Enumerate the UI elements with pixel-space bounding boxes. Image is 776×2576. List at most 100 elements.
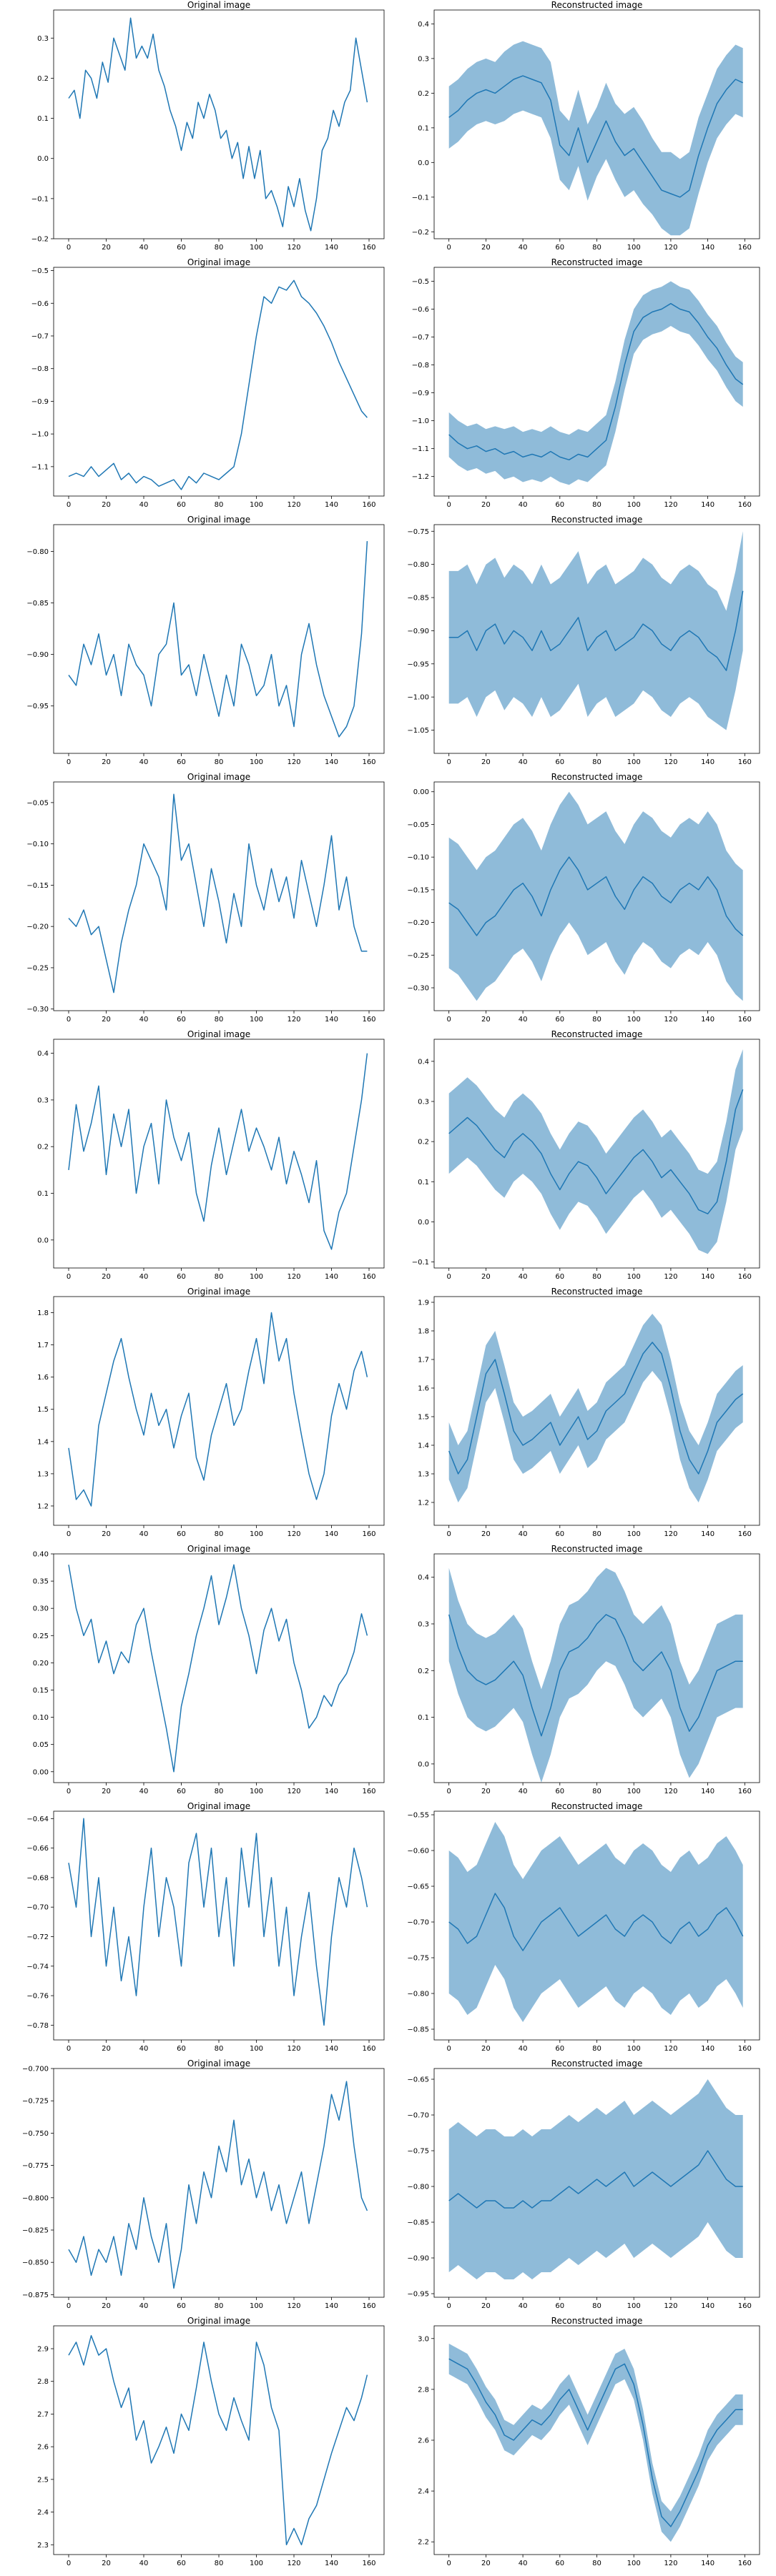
y-tick-label: 0.40 xyxy=(33,1551,49,1559)
series-line xyxy=(448,75,744,198)
subplot-title: Reconstructed image xyxy=(551,2059,643,2069)
x-tick-label: 100 xyxy=(627,501,641,509)
series-line xyxy=(68,541,368,738)
y-tick-label: 1.3 xyxy=(37,1470,49,1478)
y-tick-label: −0.5 xyxy=(31,267,49,275)
y-tick-label: 0.3 xyxy=(37,35,49,43)
y-tick-label: 0.2 xyxy=(418,1139,429,1146)
x-tick-label: 120 xyxy=(287,2560,300,2567)
subplot-10-original: 0 20 40 60 80 100 120 140 160 2.3 2.4 2.5 2.6 2.7 2.8 2… xyxy=(37,2316,385,2567)
y-tick-label: −0.2 xyxy=(31,236,49,244)
y-tick-label: −0.95 xyxy=(407,2291,429,2299)
series-line xyxy=(448,1893,744,1951)
y-tick-label: −0.72 xyxy=(26,1933,49,1941)
x-tick-label: 120 xyxy=(664,2302,677,2310)
x-tick-label: 40 xyxy=(519,244,528,252)
x-tick-label: 20 xyxy=(102,1273,111,1281)
x-tick-label: 0 xyxy=(67,758,71,766)
x-tick-label: 100 xyxy=(250,1530,263,1538)
y-tick-label: −1.00 xyxy=(407,694,429,702)
y-tick-label: −1.05 xyxy=(407,727,429,735)
x-tick-label: 140 xyxy=(325,2302,338,2310)
subplot-title: Reconstructed image xyxy=(551,1801,643,1811)
x-tick-label: 80 xyxy=(215,501,224,509)
x-tick-label: 160 xyxy=(362,1273,375,1281)
y-tick-label: 2.4 xyxy=(37,2509,49,2517)
series-line xyxy=(68,1818,368,2026)
x-tick-label: 100 xyxy=(250,244,263,252)
subplot-title: Reconstructed image xyxy=(551,257,643,267)
x-tick-label: 40 xyxy=(139,1530,149,1538)
y-tick-label: −1.0 xyxy=(31,431,49,439)
x-tick-label: 160 xyxy=(738,2560,752,2567)
x-tick-label: 80 xyxy=(592,2045,601,2053)
x-tick-label: 80 xyxy=(592,1530,601,1538)
y-tick-label: 0.2 xyxy=(418,90,429,98)
y-tick-label: −0.90 xyxy=(407,628,429,635)
y-tick-label: −0.85 xyxy=(407,2219,429,2227)
x-tick-label: 80 xyxy=(592,1788,601,1795)
axes-frame xyxy=(53,267,385,497)
x-tick-label: 80 xyxy=(215,2302,224,2310)
x-tick-label: 20 xyxy=(481,2560,491,2567)
x-tick-label: 100 xyxy=(250,2045,263,2053)
x-tick-label: 20 xyxy=(481,2045,491,2053)
y-tick-label: −0.80 xyxy=(407,1991,429,1998)
x-tick-label: 40 xyxy=(139,2560,149,2567)
subplot-title: Reconstructed image xyxy=(551,1544,643,1554)
series-line xyxy=(68,2334,368,2546)
series-line xyxy=(448,1089,744,1214)
x-tick-label: 80 xyxy=(592,2302,601,2310)
x-tick-label: 160 xyxy=(738,2302,752,2310)
x-tick-label: 60 xyxy=(555,2045,564,2053)
axes-frame xyxy=(53,524,385,754)
x-tick-label: 40 xyxy=(139,1273,149,1281)
y-tick-label: −0.700 xyxy=(22,2066,49,2074)
subplot-8-reconstructed: 0 20 40 60 80 100 120 140 160 −0.85 −0.80 −0.75 −0.7… xyxy=(407,1801,760,2053)
subplot-title: Reconstructed image xyxy=(551,2316,643,2326)
x-tick-label: 20 xyxy=(481,1530,491,1538)
x-tick-label: 0 xyxy=(67,1788,71,1795)
x-tick-label: 80 xyxy=(215,758,224,766)
x-tick-label: 140 xyxy=(701,2045,714,2053)
x-tick-label: 80 xyxy=(215,1273,224,1281)
uncertainty-band xyxy=(448,1314,743,1502)
axes-frame xyxy=(53,9,385,239)
x-tick-label: 160 xyxy=(362,1530,375,1538)
subplot-2-reconstructed: 0 20 40 60 80 100 120 140 160 −1.2 −1.1 −1.0 −0.9 −0.… xyxy=(412,257,760,509)
y-tick-label: 0.25 xyxy=(33,1633,49,1640)
x-tick-label: 40 xyxy=(139,501,149,509)
x-tick-label: 140 xyxy=(325,1788,338,1795)
x-tick-label: 0 xyxy=(446,2045,451,2053)
x-tick-label: 120 xyxy=(287,244,300,252)
x-tick-label: 0 xyxy=(446,501,451,509)
subplot-title: Reconstructed image xyxy=(551,1287,643,1297)
y-tick-label: 1.5 xyxy=(37,1406,49,1414)
y-tick-label: −0.725 xyxy=(22,2098,49,2106)
x-tick-label: 100 xyxy=(250,1016,263,1024)
x-tick-label: 0 xyxy=(67,2045,71,2053)
x-tick-label: 140 xyxy=(701,2302,714,2310)
y-tick-label: −0.80 xyxy=(407,2184,429,2191)
subplot-title: Original image xyxy=(187,0,250,10)
x-tick-label: 140 xyxy=(701,2560,714,2567)
subplot-title: Original image xyxy=(187,515,250,525)
y-tick-label: −0.30 xyxy=(26,1006,49,1014)
x-tick-label: 140 xyxy=(325,2560,338,2567)
x-tick-label: 20 xyxy=(481,501,491,509)
y-tick-label: 1.7 xyxy=(418,1357,429,1364)
x-tick-label: 100 xyxy=(250,758,263,766)
x-tick-label: 20 xyxy=(102,2302,111,2310)
x-tick-label: 80 xyxy=(592,2560,601,2567)
y-tick-label: −0.95 xyxy=(26,703,49,710)
x-tick-label: 80 xyxy=(592,501,601,509)
y-tick-label: −0.70 xyxy=(407,2112,429,2120)
y-tick-label: −0.20 xyxy=(407,919,429,927)
x-tick-label: 0 xyxy=(67,1273,71,1281)
y-tick-label: 0.1 xyxy=(37,1190,49,1198)
x-tick-label: 20 xyxy=(102,501,111,509)
x-tick-label: 20 xyxy=(102,1530,111,1538)
x-tick-label: 100 xyxy=(627,1788,641,1795)
subplot-9-original: 0 20 40 60 80 100 120 140 160 −0.875 −0.850 −0.825 −… xyxy=(22,2059,385,2310)
x-tick-label: 160 xyxy=(738,758,752,766)
